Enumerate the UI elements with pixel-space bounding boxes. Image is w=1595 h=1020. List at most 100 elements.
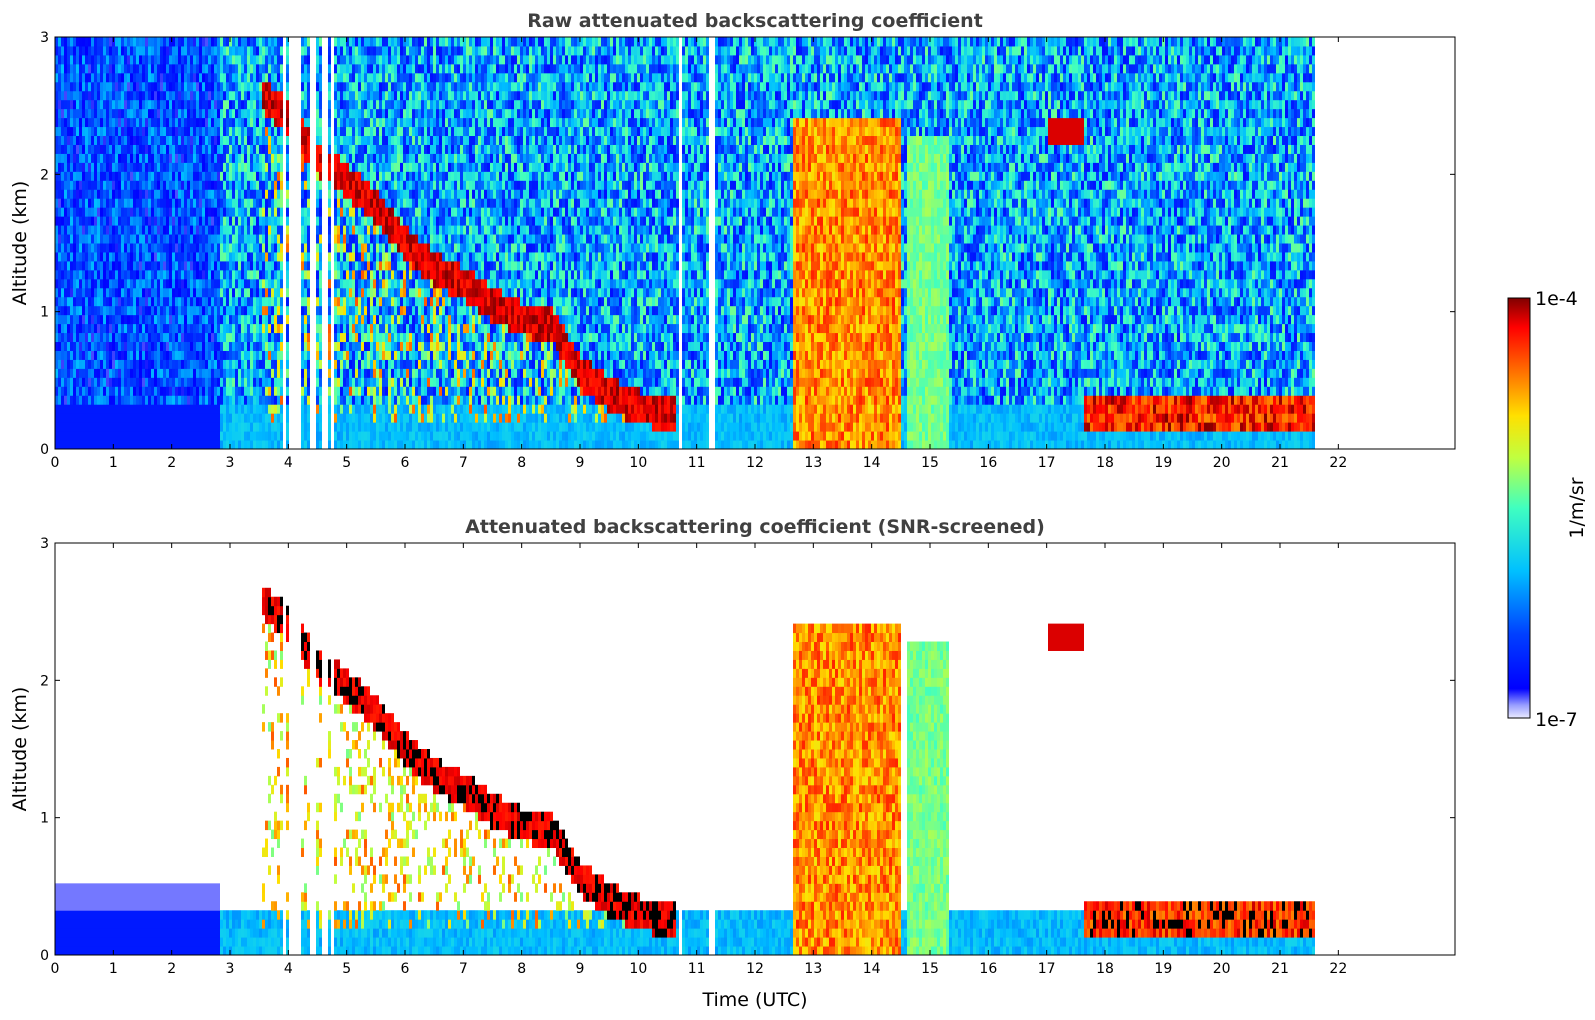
heatmap-column [1069,37,1072,449]
heatmap-column [253,37,256,449]
heatmap-column [958,37,961,449]
heatmap-column [337,659,340,955]
heatmap-column [586,37,589,449]
y-tick-label: 3 [40,536,49,552]
heatmap-column [1204,901,1207,955]
heatmap-column [1297,901,1300,955]
heatmap-column [688,910,691,955]
heatmap-column [862,37,865,449]
heatmap-column [637,892,640,955]
heatmap-column [706,910,709,955]
heatmap-column [1006,37,1009,449]
heatmap-column [778,37,781,449]
heatmap-column [448,766,451,955]
heatmap-column [1045,910,1048,955]
heatmap-column [1162,901,1165,955]
heatmap-column [445,37,448,449]
heatmap-column [373,695,376,955]
heatmap-column [916,37,919,449]
heatmap-column [439,757,442,955]
x-tick-label: 13 [804,961,822,977]
heatmap-column [541,37,544,449]
heatmap-column [211,37,214,449]
heatmap-column [1177,901,1180,955]
heatmap-column [946,37,949,449]
heatmap-column [655,37,658,449]
raw-backscatter-panel: Raw attenuated backscattering coefficien… [9,10,1456,471]
heatmap-column [811,623,814,955]
heatmap-column [118,883,121,955]
heatmap-column [922,37,925,449]
heatmap-column [469,775,472,955]
heatmap-column [1021,37,1024,449]
heatmap-column [460,775,463,955]
heatmap-column [883,623,886,955]
heatmap-column [730,910,733,955]
heatmap-column [418,37,421,449]
heatmap-column [403,731,406,955]
heatmap-column [1093,37,1096,449]
heatmap-column [211,883,214,955]
heatmap-column [724,37,727,449]
heatmap-column [865,623,868,955]
heatmap-column [82,37,85,449]
heatmap-column [1153,37,1156,449]
heatmap-column [154,883,157,955]
y-tick-label: 2 [40,673,49,689]
heatmap-column [532,811,535,955]
heatmap-column [1273,901,1276,955]
heatmap-column [271,37,274,449]
heatmap-column [334,37,337,449]
heatmap-column [508,802,511,955]
heatmap-column [1234,37,1237,449]
heatmap-column [592,874,595,955]
x-tick-label: 13 [804,455,822,471]
heatmap-column [544,811,547,955]
heatmap-column [226,910,229,955]
heatmap-column [1078,623,1081,955]
heatmap-column [616,37,619,449]
heatmap-column [931,641,934,955]
heatmap-column [808,623,811,955]
heatmap-column [436,757,439,955]
heatmap-column [352,677,355,955]
heatmap-column [883,37,886,449]
heatmap-column [421,37,424,449]
y-tick-label: 3 [40,30,49,46]
heatmap-column [136,883,139,955]
heatmap-column [796,37,799,449]
heatmap-column [871,37,874,449]
heatmap-column [952,910,955,955]
heatmap-column [790,37,793,449]
heatmap-column [922,641,925,955]
x-tick-label: 18 [1096,961,1114,977]
heatmap-column [133,883,136,955]
heatmap-column [499,793,502,955]
heatmap-column [340,37,343,449]
heatmap-column [580,865,583,955]
heatmap-column [889,37,892,449]
heatmap-column [817,37,820,449]
heatmap-column [688,37,691,449]
heatmap-column [277,37,280,449]
heatmap-column [601,874,604,955]
heatmap-column [610,883,613,955]
heatmap-column [184,37,187,449]
heatmap-column [1027,37,1030,449]
heatmap-column [937,641,940,955]
heatmap-column [1135,901,1138,955]
x-tick-label: 8 [517,961,526,977]
heatmap-column [229,37,232,449]
heatmap-column [250,910,253,955]
heatmap-column [1156,901,1159,955]
heatmap-column [1243,37,1246,449]
heatmap-column [307,37,310,449]
heatmap-column [280,596,283,955]
heatmap-column [733,910,736,955]
heatmap-column [1228,37,1231,449]
heatmap-column [703,910,706,955]
heatmap-column [1153,901,1156,955]
heatmap-column [1060,623,1063,955]
heatmap-column [961,910,964,955]
